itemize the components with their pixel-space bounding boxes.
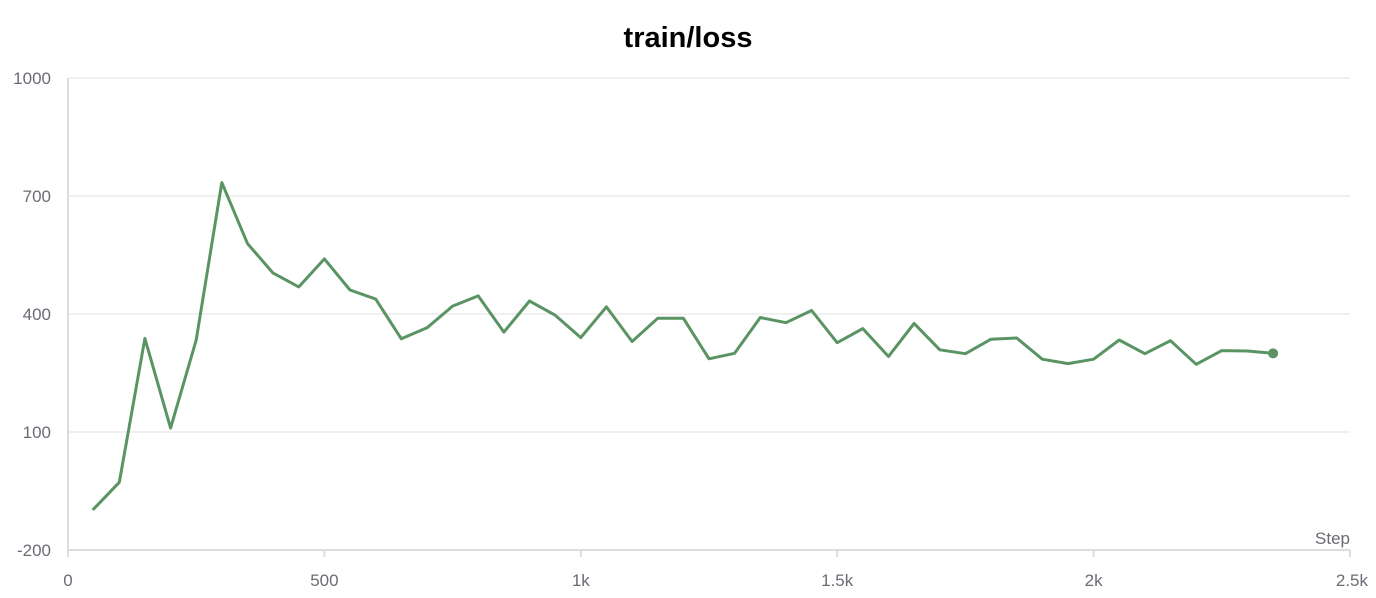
y-tick-label: 100 <box>23 423 51 442</box>
x-tick-label: 2.5k <box>1336 571 1369 590</box>
series-layer <box>92 181 1279 511</box>
y-tick-label: 700 <box>23 187 51 206</box>
chart-title: train/loss <box>623 22 753 54</box>
x-tick-label: 2k <box>1085 571 1103 590</box>
tick-label-layer: -200 100 400 700 1000 0 500 1k 1.5k 2k 2.5k <box>13 69 1368 590</box>
axis-layer <box>67 78 1351 557</box>
y-tick-label: 400 <box>23 305 51 324</box>
series-end-marker <box>1268 348 1279 359</box>
y-tick-label: -200 <box>17 541 51 560</box>
x-axis-title: Step <box>1315 529 1350 548</box>
x-tick-label: 0 <box>63 571 72 590</box>
grid-layer <box>68 77 1350 433</box>
x-tick-label: 500 <box>310 571 338 590</box>
series-line <box>92 181 1275 511</box>
x-tick-label: 1k <box>572 571 590 590</box>
y-tick-label: 1000 <box>13 69 51 88</box>
x-tick-label: 1.5k <box>821 571 854 590</box>
